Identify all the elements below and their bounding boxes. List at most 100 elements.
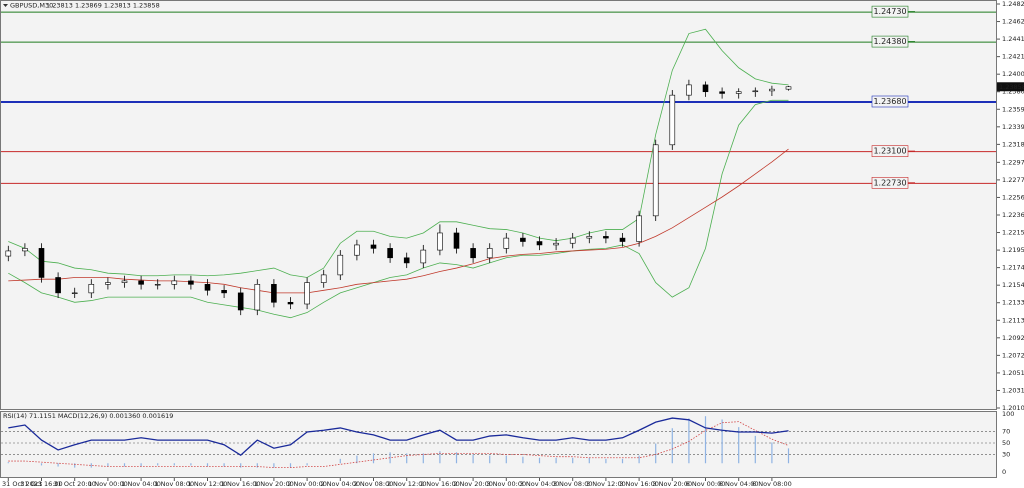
x-tick-label: 31 Oct 20:00 <box>54 480 96 488</box>
y-tick-label: 1.21540 <box>1002 281 1024 289</box>
y-tick-label: 1.24620 <box>1002 18 1024 26</box>
x-tick-label: 2 Nov 08:00 <box>354 480 394 488</box>
macd-bar <box>173 463 175 466</box>
macd-bar <box>754 435 756 464</box>
macd-bar <box>240 463 242 468</box>
x-tick-label: 3 Nov 20:00 <box>652 480 692 488</box>
candle-body <box>486 248 493 259</box>
candle-body <box>603 236 609 239</box>
y-tick-label: 1.22155 <box>1002 229 1024 237</box>
rsi-line <box>8 417 789 456</box>
y-tick-label: 1.20310 <box>1002 386 1024 394</box>
macd-bar <box>406 453 408 464</box>
candle-body <box>221 290 227 294</box>
y-tick-label: 1.23185 <box>1002 140 1024 148</box>
candle-body <box>652 144 659 217</box>
candle-body <box>503 237 510 249</box>
candle-body <box>752 90 759 93</box>
y-tick-label: 100 <box>1002 410 1014 418</box>
macd-bar <box>588 457 590 464</box>
candle-body <box>138 280 144 285</box>
level-label: 1.23680 <box>873 97 906 106</box>
macd-bar <box>289 463 292 468</box>
macd-bar <box>704 416 707 464</box>
candle-body <box>735 91 742 94</box>
candle-body <box>271 284 277 303</box>
overlay-line <box>8 28 789 278</box>
x-tick-label: 1 Nov 12:00 <box>188 480 228 488</box>
macd-bar <box>157 463 159 466</box>
y-tick-label: 1.22975 <box>1002 158 1024 166</box>
y-tick-label: 1.24005 <box>1002 70 1024 78</box>
macd-bar <box>439 451 441 464</box>
candle-body <box>71 292 78 294</box>
candle-body <box>586 236 593 239</box>
x-tick-label: 1 Nov 16:00 <box>221 480 261 488</box>
macd-bar <box>40 463 43 466</box>
x-tick-label: 2 Nov 20:00 <box>453 480 493 488</box>
macd-bar <box>206 463 209 467</box>
macd-bar <box>688 418 690 464</box>
macd-bar <box>107 463 109 467</box>
x-tick-label: 1 Nov 08:00 <box>154 480 194 488</box>
macd-bar <box>7 462 9 464</box>
indicator-label: RSI(14) 71.1151 MACD(12,26,9) 0.001360 0… <box>3 412 173 420</box>
x-tick-label: 3 Nov 00:00 <box>486 480 526 488</box>
macd-bar <box>555 457 557 464</box>
macd-bar <box>655 443 657 464</box>
macd-bar <box>738 427 740 464</box>
macd-bar <box>372 453 375 464</box>
macd-bar <box>787 448 790 464</box>
macd-bar <box>455 452 458 464</box>
x-tick-label: 3 Nov 16:00 <box>619 480 659 488</box>
candle-body <box>686 84 692 96</box>
level-label: 1.22730 <box>873 178 906 187</box>
candle-body <box>5 250 12 257</box>
x-tick-label: 3 Nov 08:00 <box>553 480 593 488</box>
candle-body <box>105 282 111 285</box>
level-label: 1.23100 <box>873 147 906 156</box>
y-tick-label: 1.22770 <box>1002 176 1024 184</box>
macd-bar <box>721 419 723 464</box>
macd-bar <box>190 463 192 466</box>
candle-body <box>553 242 559 246</box>
y-tick-label: 1.24210 <box>1002 53 1024 61</box>
x-tick-label: 6 Nov 08:00 <box>752 480 792 488</box>
y-tick-label: 1.21335 <box>1002 299 1024 307</box>
candle-body <box>569 237 576 244</box>
y-tick-label: 1.22565 <box>1002 193 1024 201</box>
candle-body <box>188 280 194 285</box>
candle-body <box>619 237 626 242</box>
macd-bar <box>273 463 275 468</box>
candle-body <box>719 91 725 94</box>
candle-body <box>38 248 45 278</box>
macd-bar <box>422 453 424 464</box>
level-label: 1.24730 <box>873 7 906 16</box>
signal-line <box>8 421 789 469</box>
x-tick-label: 1 Nov 04:00 <box>121 480 161 488</box>
overlay-line <box>8 99 789 319</box>
macd-bar <box>472 454 474 464</box>
y-tick-label: 1.24415 <box>1002 35 1024 43</box>
macd-bar <box>223 463 225 467</box>
x-tick-label: 6 Nov 04:00 <box>719 480 759 488</box>
candle-body <box>702 84 709 93</box>
macd-bar <box>771 442 773 464</box>
y-tick-label: 1.21745 <box>1002 264 1024 272</box>
candle-body <box>370 244 377 249</box>
x-tick-label: 31 Oct 2023 <box>2 480 42 488</box>
candle-body <box>237 292 244 311</box>
macd-bar <box>538 457 541 464</box>
candle-body <box>536 241 543 246</box>
macd-bar <box>522 456 524 464</box>
candle-body <box>254 284 261 311</box>
candle-body <box>437 232 443 251</box>
macd-bar <box>57 463 59 467</box>
menu-arrow[interactable] <box>3 4 8 7</box>
macd-bar <box>356 455 358 464</box>
y-tick-label: 1.20515 <box>1002 369 1024 377</box>
candle-body <box>387 248 393 259</box>
symbol-title: GBPUSD,M30 <box>10 2 53 10</box>
macd-bar <box>621 458 624 464</box>
